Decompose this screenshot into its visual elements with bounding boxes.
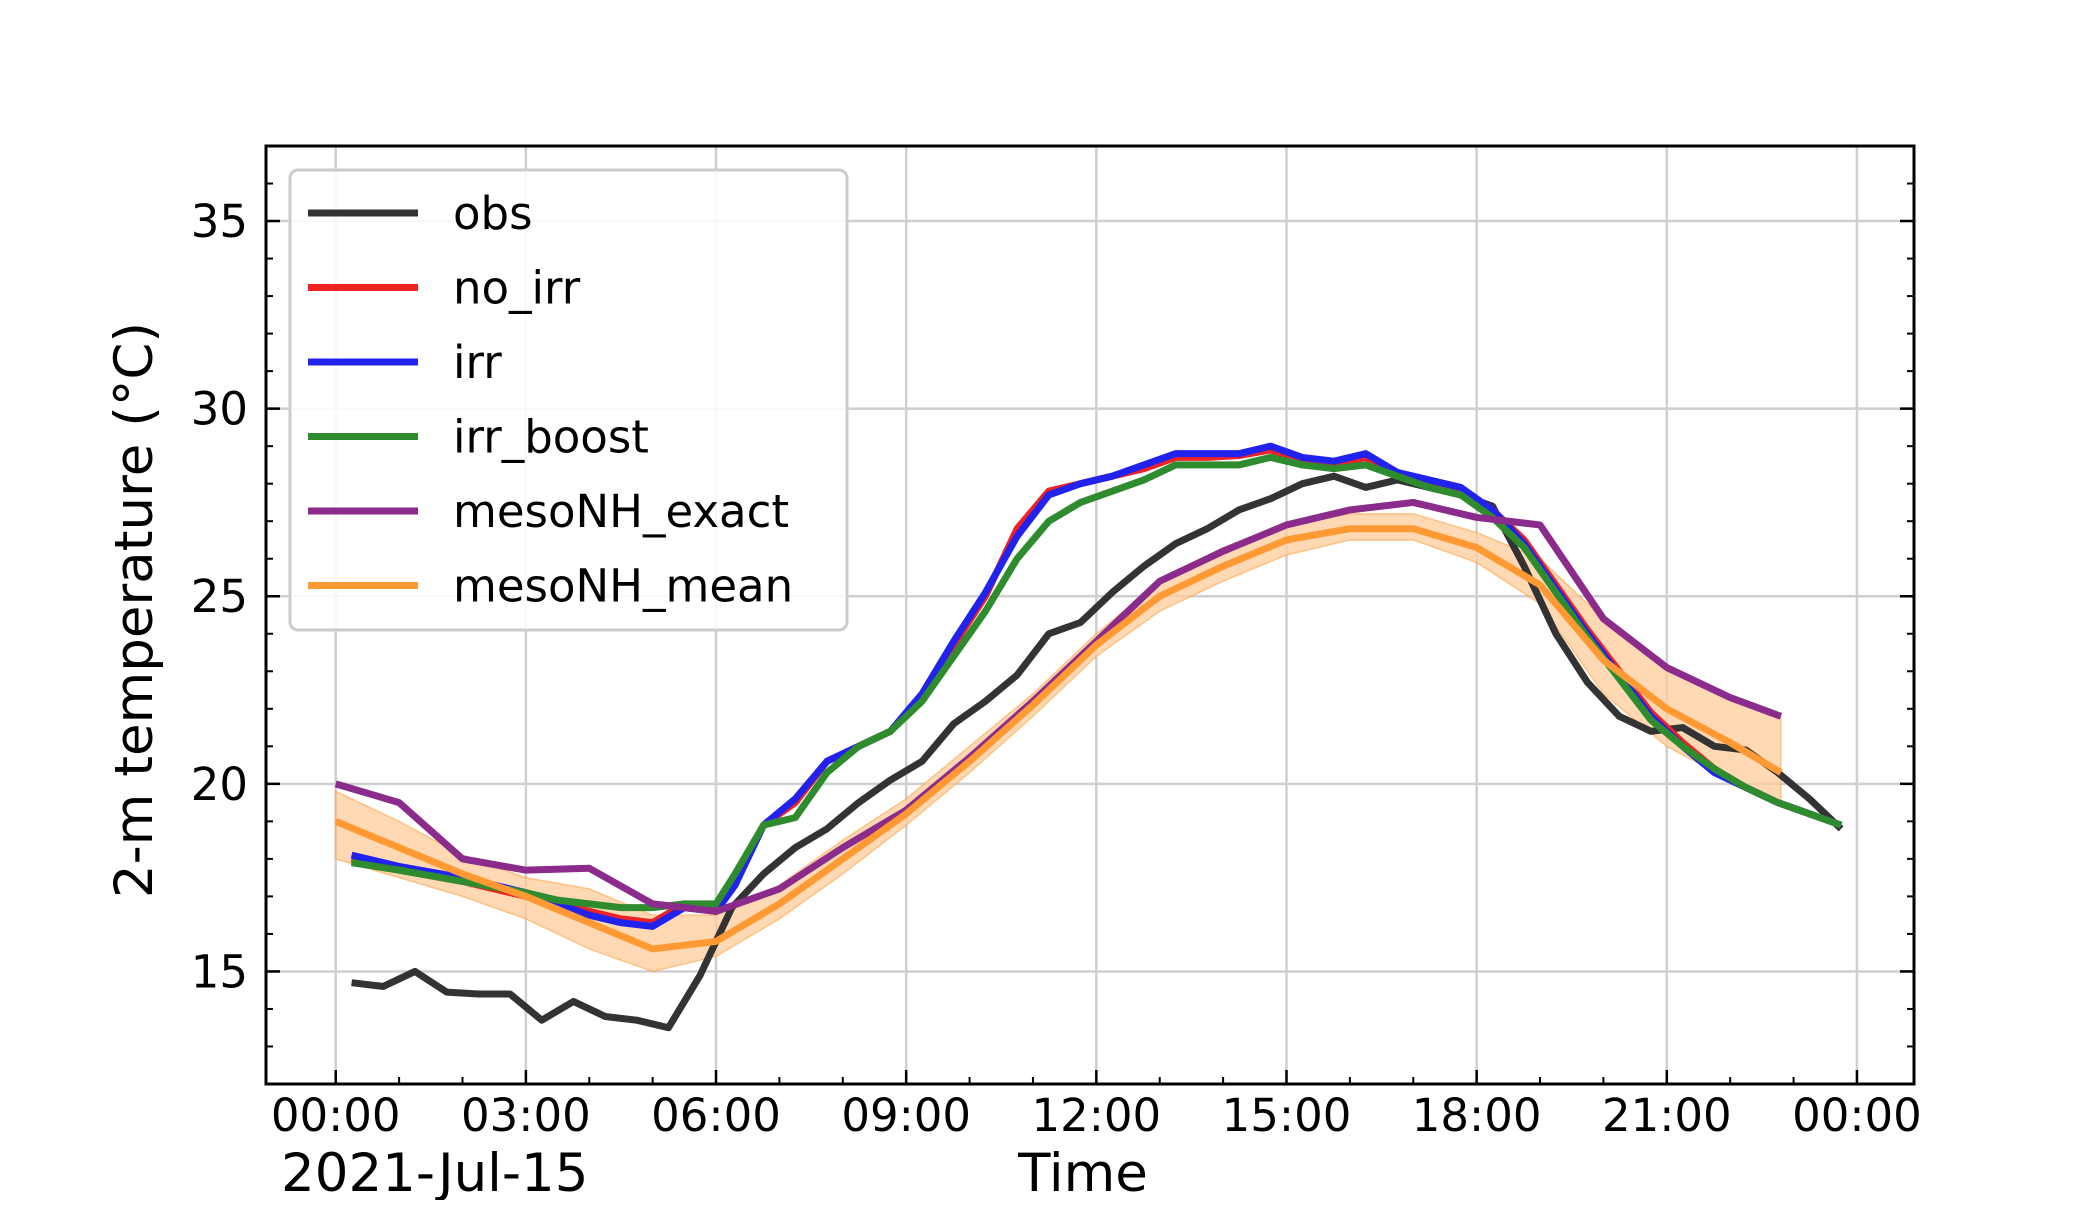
y-tick-label: 35 (191, 195, 248, 248)
series-line-obs (351, 472, 1844, 1032)
axis-ticks (266, 145, 1914, 1084)
legend-label-mesoNH_mean: mesoNH_mean (453, 560, 793, 613)
y-tick-labels: 15 20 25 30 35 (191, 195, 248, 998)
legend-label-mesoNH_exact: mesoNH_exact (453, 485, 789, 538)
series-layer (334, 442, 1844, 1032)
x-axis-title: Time (1017, 1143, 1148, 1200)
legend-label-obs: obs (453, 187, 533, 240)
x-tick-label: 12:00 (1031, 1089, 1161, 1142)
x-tick-labels: 00:00 03:00 06:00 09:00 12:00 15:00 18:00 21:00… (271, 1089, 1922, 1142)
x-tick-label: 00:00 (271, 1089, 401, 1142)
x-tick-label: 21:00 (1602, 1089, 1732, 1142)
plot-area-frame (264, 144, 1916, 1086)
x-tick-label: 06:00 (651, 1089, 781, 1142)
y-tick-label: 25 (191, 570, 248, 623)
x-tick-label: 00:00 (1792, 1089, 1922, 1142)
x-tick-label: 09:00 (841, 1089, 971, 1142)
legend-label-irr_boost: irr_boost (453, 411, 649, 464)
x-tick-label: 18:00 (1412, 1089, 1542, 1142)
y-tick-label: 30 (191, 383, 248, 436)
y-tick-label: 15 (191, 945, 248, 998)
date-label: 2021-Jul-15 (281, 1143, 588, 1200)
y-axis-title: 2-m temperature (°C) (104, 322, 165, 898)
y-tick-label: 20 (191, 758, 248, 811)
x-tick-label: 03:00 (461, 1089, 591, 1142)
series-line-mesoNH_mean (334, 525, 1783, 953)
legend-label-irr: irr (453, 336, 502, 389)
legend-label-no_irr: no_irr (453, 262, 581, 315)
x-tick-label: 15:00 (1222, 1089, 1352, 1142)
legend-box (288, 168, 849, 632)
